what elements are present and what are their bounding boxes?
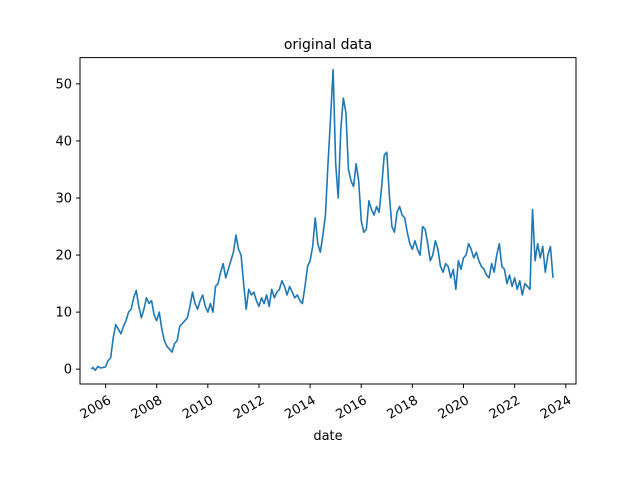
series-line — [90, 68, 554, 372]
y-tick-label: 50 — [55, 77, 72, 92]
y-tick-label: 40 — [55, 134, 72, 149]
y-tick-label: 20 — [55, 249, 72, 264]
series-group — [90, 68, 554, 372]
plot-area-frame — [79, 57, 577, 385]
x-axis-label: date — [313, 429, 342, 444]
y-tick-label: 10 — [55, 306, 72, 321]
chart-title: original data — [284, 37, 372, 53]
y-tick-label: 0 — [64, 363, 72, 378]
y-tick-label: 30 — [55, 191, 72, 206]
y-axis: 0 10 20 30 40 50 — [55, 77, 80, 378]
